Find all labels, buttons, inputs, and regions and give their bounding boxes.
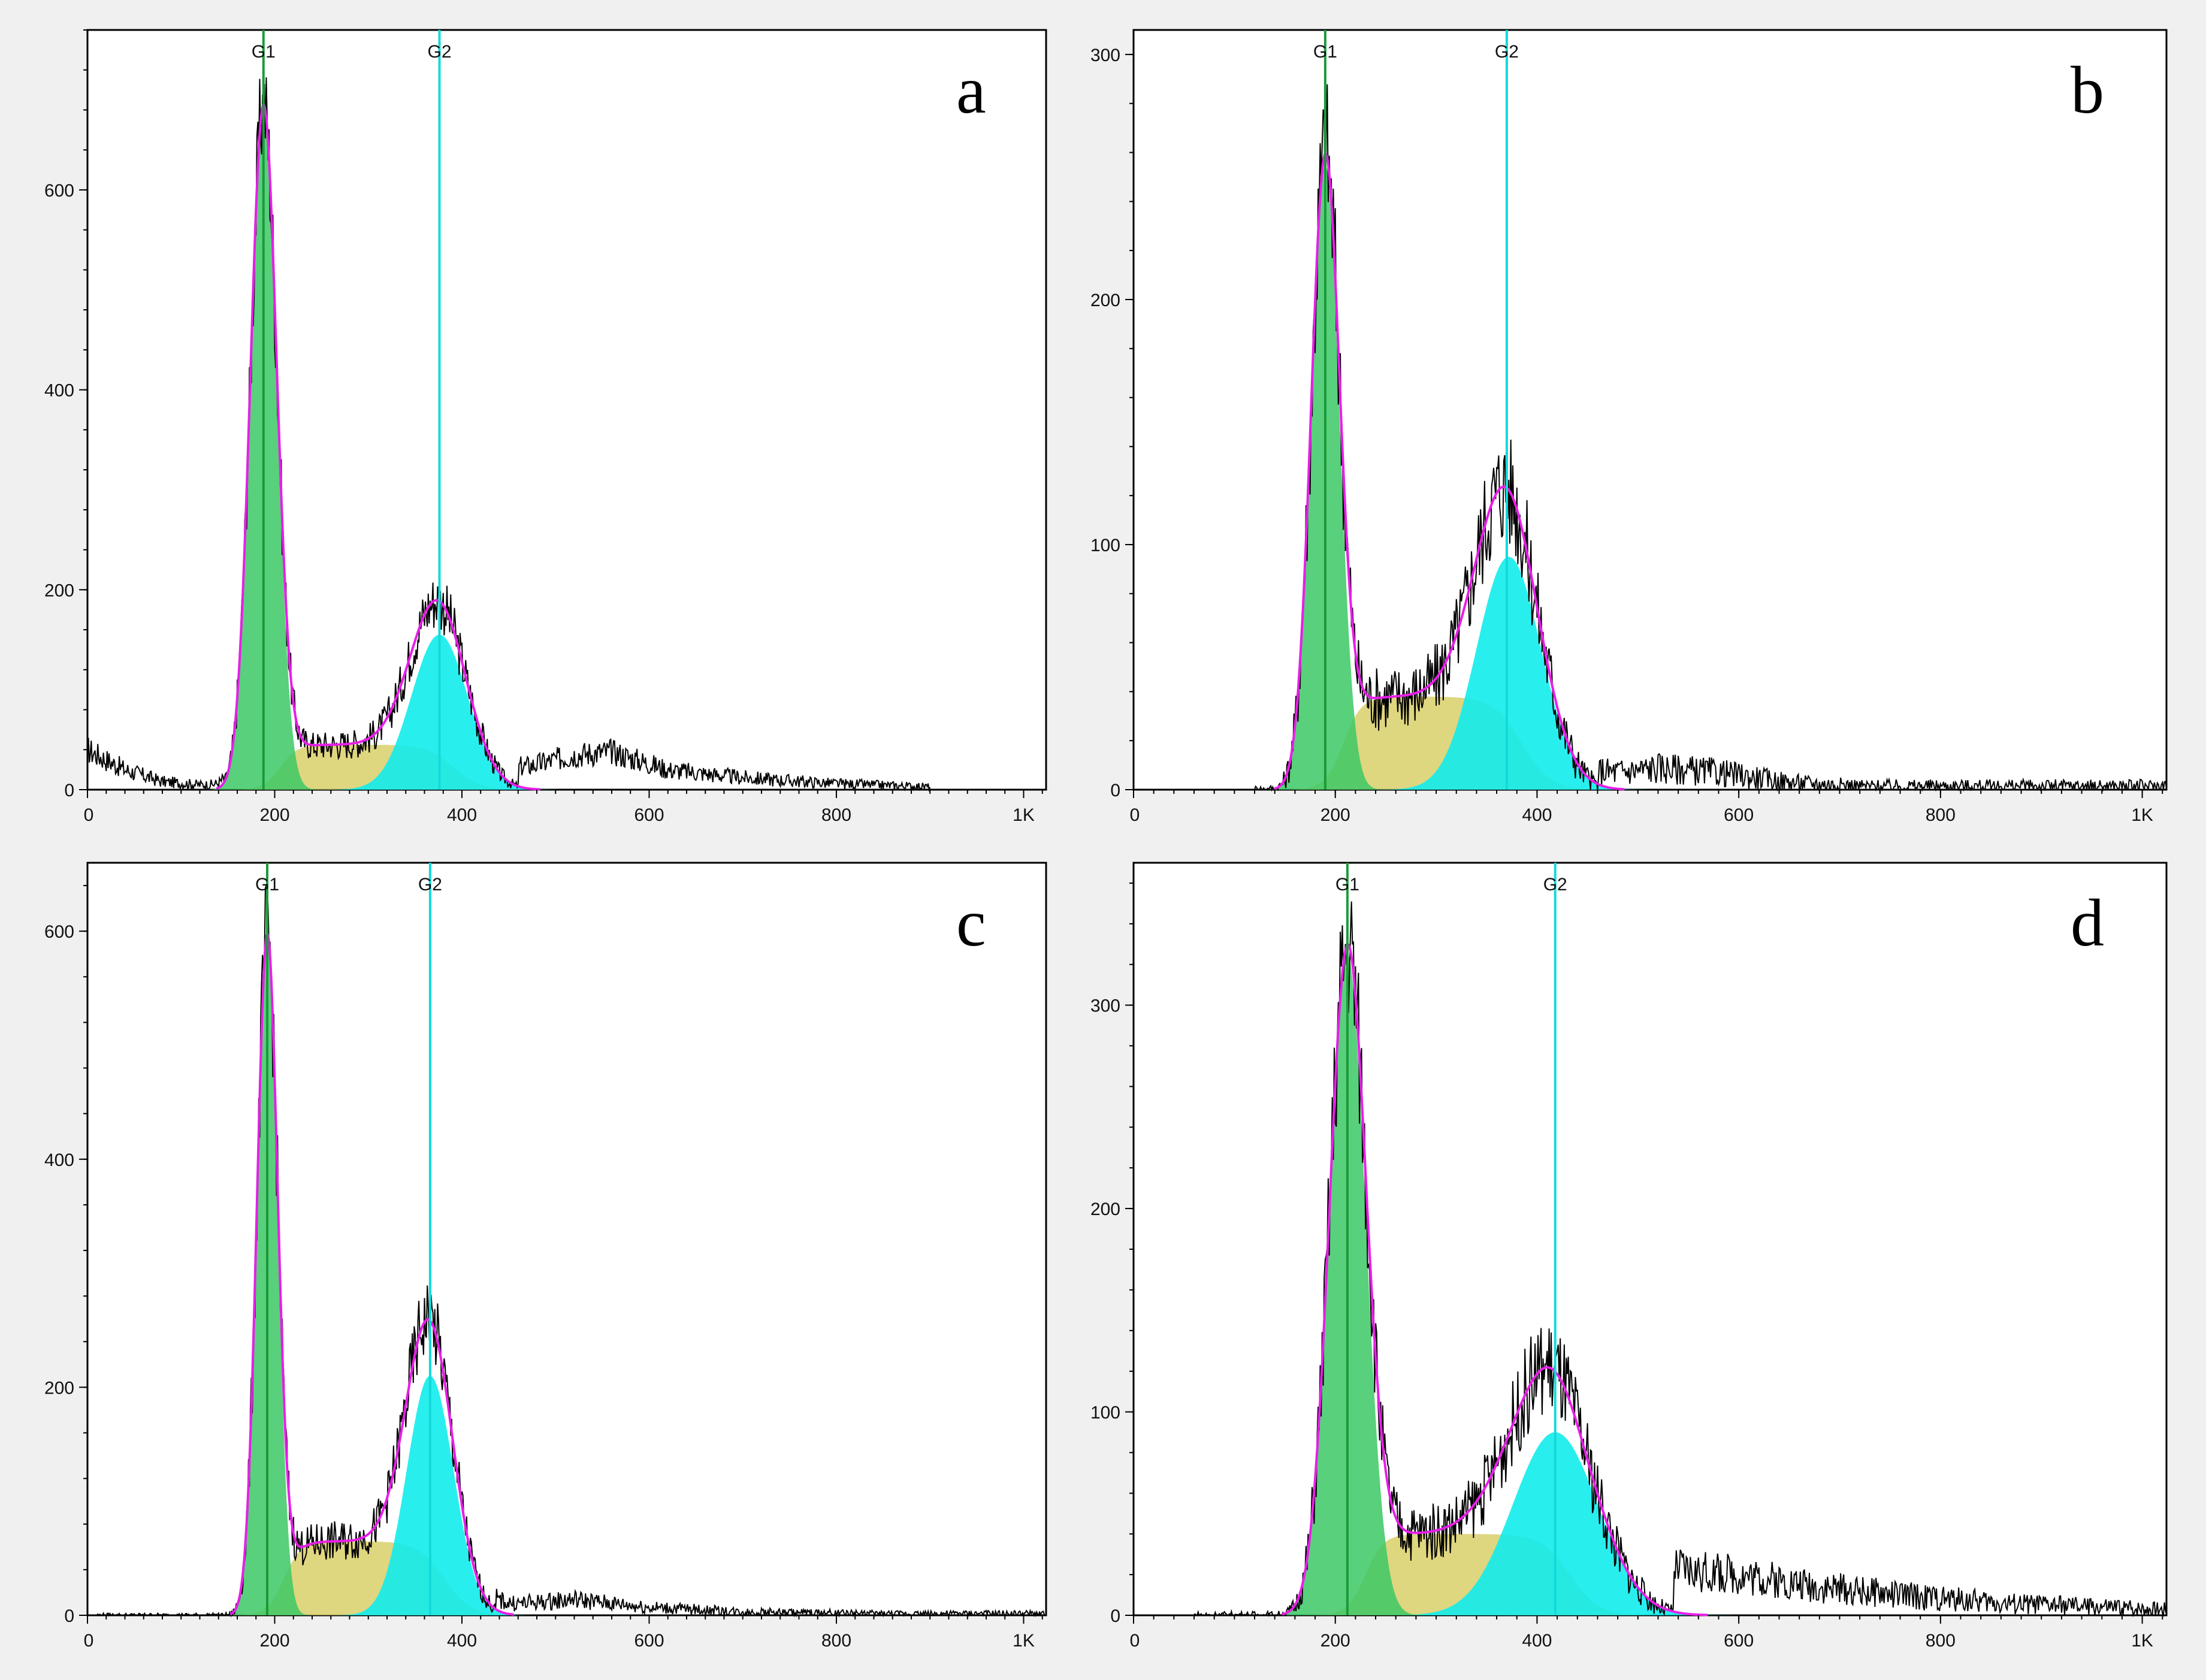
panel-b-letter: b <box>2071 53 2104 128</box>
panel-d-x-tick-label: 1K <box>2131 1631 2153 1651</box>
panel-c-y-tick-label: 600 <box>44 922 74 942</box>
panel-d-y-tick-label: 100 <box>1090 1403 1120 1423</box>
panel-b-fit-curve <box>1274 152 1625 791</box>
panel-b-marks: G1 G2 0 200 400 600 800 1K 0 100 200 300 <box>1090 30 2167 825</box>
panel-d-y-tick-label: 300 <box>1090 996 1120 1016</box>
panel-c-fit-curve <box>229 930 514 1616</box>
panel-b-x-tick-label: 400 <box>1522 805 1552 825</box>
panel-a-marks: G1 G2 0 200 400 600 800 1K 0 200 400 600 <box>44 29 1043 825</box>
panel-d-fit-curve <box>1282 942 1708 1616</box>
panel-a-x-tick-label: 1K <box>1013 805 1035 825</box>
panel-d-x-tick-label: 200 <box>1320 1631 1350 1651</box>
panel-c-x-tick-label: 800 <box>821 1631 851 1651</box>
panel-b-x-tick-label: 0 <box>1130 805 1140 825</box>
panel-b-y-tick-label: 300 <box>1090 46 1120 65</box>
panel-b-y-tick-label: 0 <box>1110 781 1120 800</box>
panel-d-gate-1-label: G1 <box>1335 875 1359 895</box>
panel-b-raw-histogram <box>1254 84 2167 792</box>
panel-b-x-tick-label: 1K <box>2131 805 2153 825</box>
panel-a-x-tick-label: 200 <box>259 805 289 825</box>
panel-b-y-tick-label: 200 <box>1090 291 1120 310</box>
panel-a-x-tick-label: 400 <box>447 805 477 825</box>
panel-c-marks: G1 G2 0 200 400 600 800 1K 0 200 400 600 <box>44 863 1047 1651</box>
panel-d-letter: d <box>2071 886 2104 960</box>
panel-d: G1 G2 0 200 400 600 800 1K 0 100 200 300 d <box>1090 862 2168 1651</box>
panel-c-gate-2-label: G2 <box>418 875 442 895</box>
panel-d-frame <box>1132 862 2168 1616</box>
panel-a-x-tick-label: 0 <box>84 805 94 825</box>
panel-b-g2-area <box>1363 557 1654 790</box>
panel-a-y-tick-label: 200 <box>44 581 74 600</box>
panel-d-x-tick-label: 800 <box>1926 1631 1956 1651</box>
panel-b-y-tick-label: 100 <box>1090 536 1120 555</box>
panel-b-gate-1-label: G1 <box>1313 42 1337 62</box>
panel-a-letter: a <box>956 53 986 128</box>
panel-d-y-tick-label: 200 <box>1090 1199 1120 1219</box>
panel-c-x-tick-label: 600 <box>634 1631 664 1651</box>
panel-c-y-tick-label: 200 <box>44 1378 74 1398</box>
panel-a-x-tick-label: 600 <box>634 805 664 825</box>
panel-a-fit-curve <box>216 103 540 791</box>
panel-a-y-tick-label: 600 <box>44 181 74 201</box>
panel-a-y-tick-label: 0 <box>64 781 74 800</box>
panel-c: G1 G2 0 200 400 600 800 1K 0 200 400 600 c <box>44 862 1047 1651</box>
panel-c-letter: c <box>956 886 986 960</box>
panel-b: G1 G2 0 200 400 600 800 1K 0 100 200 300 b <box>1090 29 2168 825</box>
panel-c-gate-1-label: G1 <box>255 875 279 895</box>
panel-b-gate-2-label: G2 <box>1495 42 1519 62</box>
panel-a: G1 G2 0 200 400 600 800 1K 0 200 400 600 a <box>44 29 1047 825</box>
panel-b-frame <box>1132 29 2168 791</box>
panel-b-x-tick-label: 600 <box>1724 805 1754 825</box>
panel-c-x-tick-label: 400 <box>447 1631 477 1651</box>
panel-d-x-tick-label: 600 <box>1724 1631 1754 1651</box>
panel-d-x-tick-label: 400 <box>1522 1631 1552 1651</box>
panel-a-gate-1-label: G1 <box>252 42 276 62</box>
panel-a-y-tick-label: 400 <box>44 381 74 401</box>
panel-d-marks: G1 G2 0 200 400 600 800 1K 0 100 200 300 <box>1090 863 2167 1651</box>
panel-c-x-tick-label: 200 <box>259 1631 289 1651</box>
panel-a-x-tick-label: 800 <box>821 805 851 825</box>
panel-b-x-tick-label: 800 <box>1926 805 1956 825</box>
panel-d-x-tick-label: 0 <box>1130 1631 1140 1651</box>
panel-b-x-tick-label: 200 <box>1320 805 1350 825</box>
panel-c-x-tick-label: 1K <box>1013 1631 1035 1651</box>
panel-c-frame <box>86 862 1047 1616</box>
panel-a-gate-2-label: G2 <box>427 42 451 62</box>
panel-c-y-tick-label: 400 <box>44 1150 74 1170</box>
panel-a-frame <box>86 29 1047 791</box>
panel-d-gate-2-label: G2 <box>1543 875 1567 895</box>
panel-c-y-tick-label: 0 <box>64 1606 74 1626</box>
panel-d-y-tick-label: 0 <box>1110 1606 1120 1626</box>
panel-c-x-tick-label: 0 <box>84 1631 94 1651</box>
